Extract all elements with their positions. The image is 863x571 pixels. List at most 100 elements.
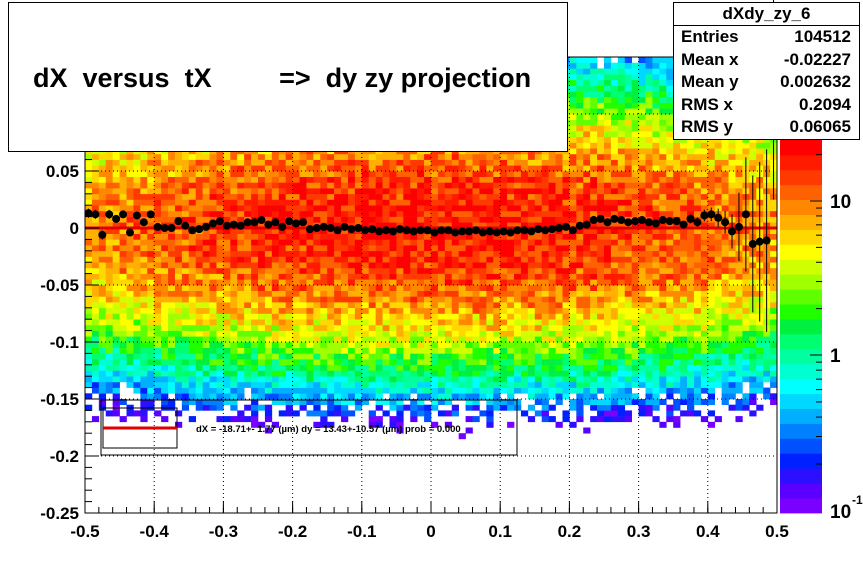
heatmap-cell — [569, 114, 577, 120]
heatmap-cell — [520, 193, 529, 200]
heatmap-cell — [341, 399, 349, 405]
heatmap-cell — [368, 324, 376, 331]
heatmap-cell — [520, 307, 529, 314]
heatmap-cell — [534, 387, 543, 394]
heatmap-cell — [403, 210, 411, 217]
heatmap-cell — [597, 68, 605, 75]
heatmap-cell — [597, 148, 605, 155]
heatmap-cell — [147, 324, 155, 331]
heatmap-cell — [569, 330, 577, 337]
heatmap-cell — [541, 381, 549, 388]
heatmap-cell — [617, 74, 626, 81]
heatmap-cell — [306, 171, 314, 177]
heatmap-cell — [271, 353, 280, 360]
heatmap-cell — [458, 290, 466, 297]
heatmap-cell — [569, 79, 577, 86]
heatmap-cell — [604, 256, 612, 263]
heatmap-cell — [541, 285, 549, 291]
heatmap-cell — [209, 210, 217, 217]
heatmap-cell — [590, 273, 598, 280]
heatmap-cell — [431, 193, 439, 200]
heatmap-cell — [437, 399, 446, 405]
heatmap-cell — [195, 313, 203, 320]
heatmap-cell — [306, 250, 314, 257]
heatmap-cell — [555, 347, 563, 354]
heatmap-cell — [631, 199, 639, 206]
heatmap-cell — [638, 290, 646, 297]
heatmap-cell — [354, 262, 363, 269]
heatmap-cell — [181, 364, 190, 371]
heatmap-cell — [147, 267, 155, 274]
heatmap-cell — [465, 222, 473, 229]
heatmap-cell — [292, 359, 300, 366]
heatmap-cell — [583, 153, 591, 160]
heatmap-cell — [126, 285, 134, 291]
heatmap-cell — [389, 387, 397, 394]
heatmap-cell — [396, 404, 404, 411]
heatmap-cell — [617, 359, 626, 366]
heatmap-cell — [361, 153, 370, 160]
heatmap-cell — [631, 307, 639, 314]
heatmap-cell — [604, 245, 612, 252]
heatmap-cell — [278, 245, 286, 252]
heatmap-cell — [244, 324, 252, 331]
heatmap-cell — [216, 199, 224, 206]
heatmap-cell — [389, 404, 397, 411]
heatmap-cell — [209, 393, 217, 400]
heatmap-cell — [610, 336, 619, 343]
heatmap-cell — [112, 336, 120, 343]
heatmap-cell — [271, 364, 280, 371]
heatmap-cell — [154, 319, 162, 326]
heatmap-cell — [375, 171, 383, 177]
heatmap-cell — [541, 336, 549, 343]
heatmap-cell — [507, 330, 515, 337]
heatmap-cell — [562, 205, 570, 212]
heatmap-cell — [174, 153, 183, 160]
heatmap-cell — [91, 216, 100, 223]
heatmap-cell — [209, 262, 217, 269]
heatmap-cell — [230, 210, 238, 217]
heatmap-cell — [617, 108, 626, 115]
heatmap-cell — [631, 188, 639, 195]
heatmap-cell — [85, 393, 93, 400]
heatmap-cell — [389, 193, 397, 200]
heatmap-cell — [437, 267, 446, 274]
heatmap-cell — [334, 182, 342, 189]
heatmap-cell — [98, 364, 107, 371]
heatmap-cell — [230, 228, 238, 234]
heatmap-cell — [85, 376, 93, 383]
heatmap-cell — [382, 410, 390, 417]
heatmap-cell — [520, 347, 529, 354]
heatmap-cell — [514, 359, 522, 366]
heatmap-cell — [514, 222, 522, 229]
heatmap-cell — [569, 256, 577, 263]
heatmap-cell — [112, 222, 120, 229]
heatmap-cell — [500, 376, 508, 383]
heatmap-cell — [548, 387, 556, 394]
heatmap-cell — [583, 142, 591, 149]
heatmap-cell — [576, 302, 584, 309]
heatmap-cell — [500, 239, 508, 246]
heatmap-cell — [534, 296, 543, 303]
heatmap-cell — [223, 376, 231, 383]
heatmap-cell — [98, 262, 107, 269]
heatmap-cell — [555, 302, 563, 309]
heatmap-cell — [244, 330, 252, 337]
heatmap-cell — [278, 267, 286, 274]
heatmap-cell — [403, 404, 411, 411]
heatmap-cell — [230, 290, 238, 297]
heatmap-cell — [251, 296, 259, 303]
heatmap-cell — [389, 233, 397, 240]
heatmap-cell — [258, 364, 266, 371]
heatmap-cell — [590, 119, 598, 126]
heatmap-cell — [382, 290, 390, 297]
heatmap-cell — [638, 279, 646, 286]
heatmap-cell — [368, 216, 376, 223]
heatmap-cell — [389, 245, 397, 252]
heatmap-cell — [91, 165, 100, 172]
heatmap-cell — [465, 359, 473, 366]
heatmap-cell — [119, 233, 127, 240]
heatmap-cell — [264, 416, 273, 423]
heatmap-cell — [396, 216, 404, 223]
heatmap-cell — [458, 370, 466, 377]
